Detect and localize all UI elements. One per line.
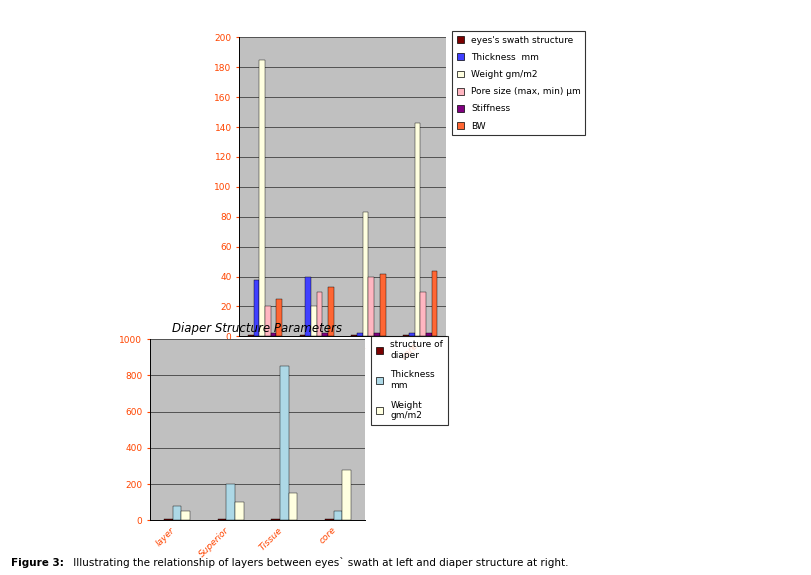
Bar	[181, 511, 190, 520]
Bar	[226, 484, 235, 520]
Bar	[173, 506, 181, 520]
Bar	[235, 503, 243, 520]
Legend: eyes's swath structure, Thickness  mm, Weight gm/m2, Pore size (max, min) μm, St: eyes's swath structure, Thickness mm, We…	[453, 32, 586, 135]
Bar	[334, 511, 342, 520]
Bar	[272, 519, 280, 520]
Bar	[368, 277, 374, 336]
Bar	[420, 292, 426, 336]
Bar	[426, 334, 431, 336]
Bar	[380, 274, 385, 336]
Bar	[254, 279, 260, 336]
Bar	[265, 306, 271, 336]
Title: Diaper Structure Parameters: Diaper Structure Parameters	[173, 323, 342, 335]
Bar	[414, 122, 420, 336]
Bar	[300, 335, 306, 336]
Bar	[363, 212, 368, 336]
Bar	[260, 60, 265, 336]
Bar	[248, 335, 254, 336]
Bar	[409, 334, 414, 336]
Bar	[306, 277, 311, 336]
Bar	[277, 299, 282, 336]
Bar	[431, 271, 437, 336]
Bar	[374, 334, 380, 336]
Bar	[280, 366, 289, 520]
Legend: structure of
diaper, Thickness
mm, Weight
gm/m2: structure of diaper, Thickness mm, Weigh…	[371, 336, 448, 424]
Bar	[271, 334, 277, 336]
Bar	[351, 335, 357, 336]
Bar	[403, 335, 409, 336]
Bar	[357, 334, 363, 336]
Bar	[328, 287, 334, 336]
Bar	[289, 493, 298, 520]
Bar	[217, 519, 226, 520]
Bar	[323, 334, 328, 336]
Text: Figure 3:: Figure 3:	[11, 558, 63, 568]
Bar	[311, 306, 317, 336]
Bar	[325, 519, 334, 520]
Text: Illustrating the relationship of layers between eyes` swath at left and diaper s: Illustrating the relationship of layers …	[70, 557, 569, 568]
Bar	[342, 470, 351, 520]
Bar	[164, 519, 173, 520]
Bar	[317, 292, 323, 336]
